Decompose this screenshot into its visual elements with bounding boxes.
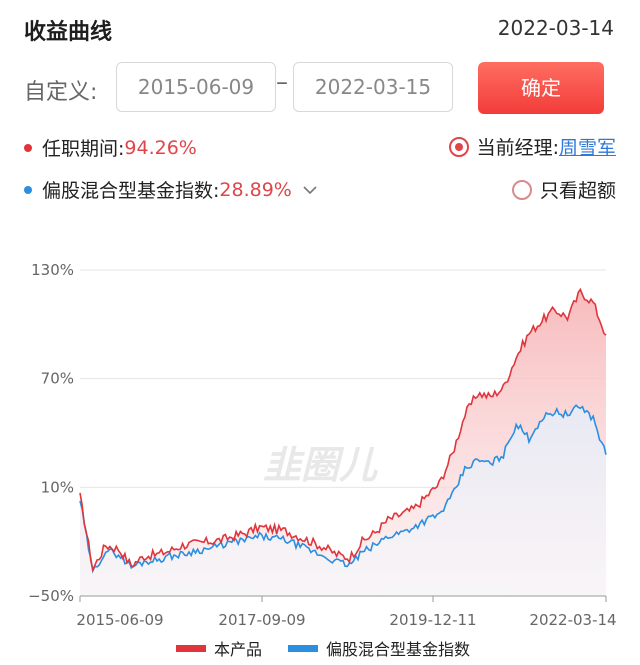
start-date-input[interactable]: 2015-06-09 (116, 62, 276, 112)
excess-only-option[interactable]: 只看超额 (511, 176, 616, 203)
chevron-down-icon[interactable] (302, 180, 318, 199)
x-tick-label: 2022-03-14 (529, 611, 616, 629)
y-tick-label: 70% (41, 370, 74, 388)
y-tick-label: 10% (41, 478, 74, 496)
benchmark-label: 偏股混合型基金指数: (42, 180, 220, 202)
current-manager-option[interactable]: 当前经理: 周雪军 (448, 133, 616, 160)
benchmark-value: 28.89% (219, 178, 292, 201)
red-dot-icon (24, 143, 32, 152)
range-separator: – (276, 68, 288, 96)
current-date: 2022-03-14 (497, 16, 614, 40)
watermark-logo: 韭圈儿 (263, 443, 379, 487)
chart-legend-product: 本产品 (214, 640, 263, 659)
manager-label: 当前经理: (476, 137, 559, 159)
page-title: 收益曲线 (24, 20, 113, 45)
chart-legend: 本产品 偏股混合型基金指数 (176, 636, 470, 660)
manager-name-link[interactable]: 周雪军 (558, 137, 616, 159)
blue-dot-icon (24, 185, 32, 194)
product-swatch-icon (176, 644, 206, 652)
product-label: 任职期间: (42, 138, 125, 160)
confirm-button[interactable]: 确定 (478, 62, 604, 114)
y-tick-label: −50% (28, 587, 74, 605)
benchmark-legend[interactable]: 偏股混合型基金指数: 28.89% (24, 176, 318, 203)
product-line (79, 287, 607, 573)
excess-label: 只看超额 (539, 180, 616, 202)
x-tick-label: 2019-12-11 (389, 611, 476, 629)
y-tick-label: 130% (31, 261, 74, 279)
chart-legend-benchmark: 偏股混合型基金指数 (326, 640, 471, 659)
return-chart: 130% 70% 10% −50% 韭圈儿 2015-06-09 2017-09-09 201… (28, 261, 617, 629)
end-date-input[interactable]: 2022-03-15 (293, 62, 453, 112)
custom-range-label: 自定义: (24, 80, 98, 105)
product-value: 94.26% (124, 136, 197, 159)
benchmark-swatch-icon (288, 644, 319, 652)
product-legend: 任职期间: 94.26% (24, 134, 197, 161)
benchmark-line (79, 404, 607, 574)
radio-unselected-icon[interactable] (511, 179, 532, 200)
radio-selected-icon[interactable] (448, 136, 469, 157)
x-tick-label: 2017-09-09 (218, 611, 305, 629)
x-tick-label: 2015-06-09 (76, 611, 163, 629)
